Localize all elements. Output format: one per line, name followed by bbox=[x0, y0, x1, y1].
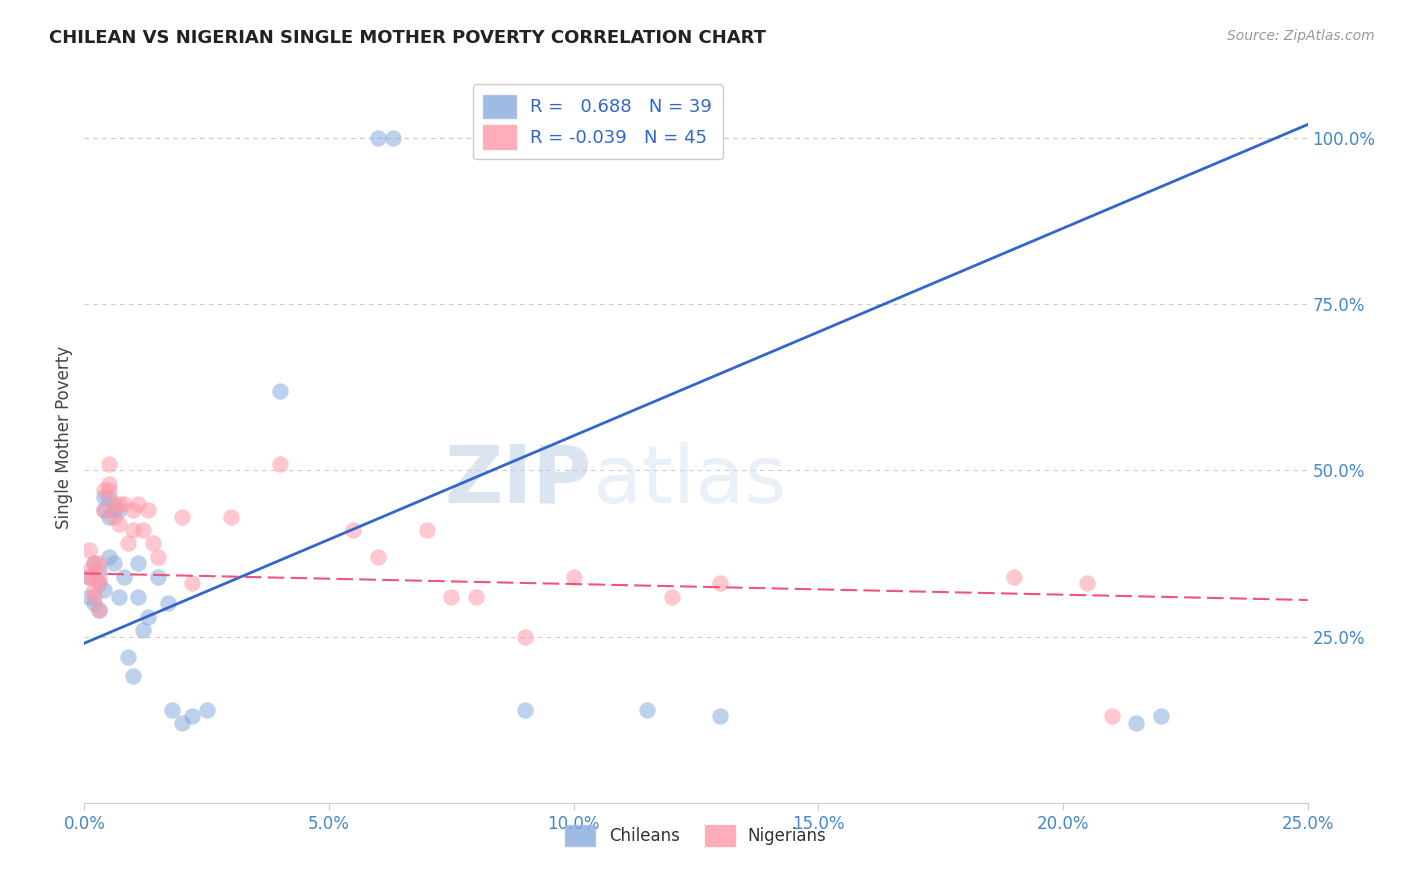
Point bbox=[83, 557, 105, 571]
Point bbox=[127, 590, 149, 604]
Point bbox=[103, 497, 125, 511]
Point bbox=[93, 503, 115, 517]
Point bbox=[709, 576, 731, 591]
Point bbox=[117, 649, 139, 664]
Point bbox=[1002, 570, 1025, 584]
Point bbox=[440, 590, 463, 604]
Point bbox=[87, 563, 110, 577]
Point bbox=[1125, 716, 1147, 731]
Text: Source: ZipAtlas.com: Source: ZipAtlas.com bbox=[1227, 29, 1375, 43]
Point bbox=[132, 523, 155, 537]
Text: CHILEAN VS NIGERIAN SINGLE MOTHER POVERTY CORRELATION CHART: CHILEAN VS NIGERIAN SINGLE MOTHER POVERT… bbox=[49, 29, 766, 46]
Point bbox=[117, 536, 139, 550]
Point bbox=[77, 570, 100, 584]
Point bbox=[77, 590, 100, 604]
Point bbox=[97, 490, 120, 504]
Point bbox=[172, 716, 194, 731]
Point bbox=[636, 703, 658, 717]
Legend: Chileans, Nigerians: Chileans, Nigerians bbox=[558, 818, 834, 853]
Point bbox=[661, 590, 683, 604]
Point bbox=[107, 503, 129, 517]
Point bbox=[464, 590, 486, 604]
Point bbox=[107, 590, 129, 604]
Point bbox=[685, 131, 707, 145]
Point bbox=[77, 570, 100, 584]
Point bbox=[513, 630, 536, 644]
Point bbox=[195, 703, 218, 717]
Point bbox=[127, 497, 149, 511]
Point bbox=[146, 549, 169, 564]
Point bbox=[709, 709, 731, 723]
Point bbox=[181, 709, 204, 723]
Point bbox=[83, 590, 105, 604]
Point bbox=[97, 509, 120, 524]
Point bbox=[87, 576, 110, 591]
Point bbox=[83, 557, 105, 571]
Point bbox=[122, 669, 145, 683]
Point bbox=[181, 576, 204, 591]
Point bbox=[162, 703, 184, 717]
Point bbox=[93, 582, 115, 597]
Point bbox=[87, 557, 110, 571]
Point bbox=[269, 457, 291, 471]
Point bbox=[93, 490, 115, 504]
Point bbox=[1101, 709, 1123, 723]
Point bbox=[83, 570, 105, 584]
Point bbox=[367, 131, 389, 145]
Point bbox=[269, 384, 291, 398]
Point bbox=[107, 497, 129, 511]
Point bbox=[1076, 576, 1098, 591]
Point bbox=[97, 483, 120, 498]
Point bbox=[513, 703, 536, 717]
Point bbox=[381, 131, 404, 145]
Point bbox=[136, 609, 159, 624]
Point bbox=[112, 570, 135, 584]
Point bbox=[367, 549, 389, 564]
Point bbox=[103, 509, 125, 524]
Point bbox=[136, 503, 159, 517]
Point bbox=[77, 563, 100, 577]
Point bbox=[93, 483, 115, 498]
Point bbox=[103, 557, 125, 571]
Point bbox=[87, 603, 110, 617]
Point bbox=[87, 570, 110, 584]
Point bbox=[83, 596, 105, 610]
Point bbox=[156, 596, 179, 610]
Y-axis label: Single Mother Poverty: Single Mother Poverty bbox=[55, 345, 73, 529]
Point bbox=[97, 476, 120, 491]
Point bbox=[122, 523, 145, 537]
Point bbox=[1150, 709, 1173, 723]
Text: ZIP: ZIP bbox=[444, 442, 592, 520]
Point bbox=[93, 503, 115, 517]
Point bbox=[142, 536, 165, 550]
Point bbox=[97, 549, 120, 564]
Point bbox=[146, 570, 169, 584]
Point bbox=[416, 523, 439, 537]
Point bbox=[127, 557, 149, 571]
Point bbox=[87, 603, 110, 617]
Point bbox=[562, 570, 585, 584]
Point bbox=[83, 582, 105, 597]
Point bbox=[112, 497, 135, 511]
Point bbox=[107, 516, 129, 531]
Point bbox=[219, 509, 242, 524]
Point bbox=[87, 576, 110, 591]
Point bbox=[122, 503, 145, 517]
Point bbox=[342, 523, 364, 537]
Point bbox=[132, 623, 155, 637]
Point bbox=[172, 509, 194, 524]
Point bbox=[97, 457, 120, 471]
Point bbox=[77, 543, 100, 558]
Text: atlas: atlas bbox=[592, 442, 786, 520]
Point bbox=[103, 503, 125, 517]
